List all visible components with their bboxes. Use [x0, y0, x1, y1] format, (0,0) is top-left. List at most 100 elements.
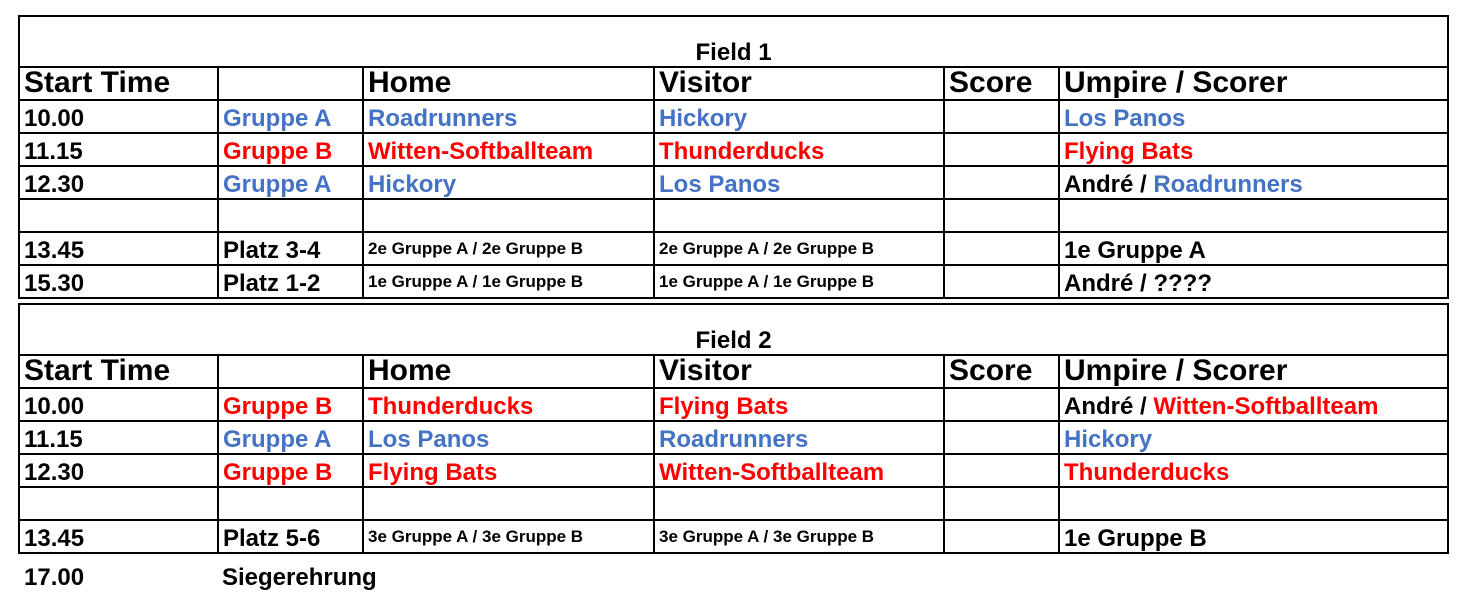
home-cell: Hickory	[362, 165, 655, 200]
visitor-cell: Witten-Softballteam	[653, 453, 945, 488]
field-title: Field 1	[17, 15, 1450, 68]
start-time: 12.30	[18, 453, 219, 488]
title-row: Field 1	[17, 15, 1450, 68]
column-header: Visitor	[653, 354, 945, 389]
umpire-part: Los Panos	[1064, 105, 1186, 132]
umpire-part: André / ????	[1064, 270, 1212, 297]
column-header	[217, 354, 364, 389]
start-time: 13.45	[18, 519, 219, 554]
score-cell	[943, 486, 1060, 521]
score-cell	[943, 453, 1060, 488]
umpire-part: André /	[1064, 171, 1154, 198]
umpire-part: 1e Gruppe B	[1064, 525, 1207, 552]
group-cell: Gruppe A	[217, 420, 364, 455]
score-cell	[943, 264, 1060, 299]
group-cell: Gruppe A	[217, 165, 364, 200]
home-cell	[362, 486, 655, 521]
home-cell	[362, 198, 655, 233]
umpire-cell: Los Panos	[1057, 99, 1450, 134]
start-time: 11.15	[18, 420, 219, 455]
score-cell	[943, 231, 1060, 266]
group-cell	[217, 198, 364, 233]
column-header: Score	[943, 354, 1060, 389]
group-cell: Gruppe B	[217, 453, 364, 488]
column-header: Start Time	[18, 66, 219, 101]
score-cell	[943, 519, 1060, 554]
start-time: 13.45	[18, 231, 219, 266]
group-cell: Platz 1-2	[217, 264, 364, 299]
home-cell: 2e Gruppe A / 2e Gruppe B	[362, 231, 655, 266]
start-time: 10.00	[18, 99, 219, 134]
visitor-cell	[653, 486, 945, 521]
visitor-cell: Flying Bats	[653, 387, 945, 422]
start-time: 15.30	[18, 264, 219, 299]
footer-time: 17.00	[24, 564, 85, 591]
column-header: Score	[943, 66, 1060, 101]
column-header: Home	[362, 66, 655, 101]
home-cell: 1e Gruppe A / 1e Gruppe B	[362, 264, 655, 299]
start-time: 10.00	[18, 387, 219, 422]
umpire-cell: Flying Bats	[1057, 132, 1450, 167]
umpire-part: 1e Gruppe A	[1064, 237, 1206, 264]
visitor-cell: Hickory	[653, 99, 945, 134]
column-header: Visitor	[653, 66, 945, 101]
score-cell	[943, 165, 1060, 200]
table-row: 10.00 Gruppe A Roadrunners Hickory Los Panos	[18, 99, 1450, 134]
umpire-cell	[1057, 198, 1450, 233]
visitor-cell: Roadrunners	[653, 420, 945, 455]
umpire-cell	[1057, 486, 1450, 521]
umpire-part: Witten-Softballteam	[1153, 393, 1379, 420]
umpire-part: Hickory	[1064, 426, 1153, 453]
group-cell	[217, 486, 364, 521]
home-cell: Thunderducks	[362, 387, 655, 422]
title-row: Field 2	[17, 303, 1450, 356]
table-row: 11.15 Gruppe A Los Panos Roadrunners Hickory	[18, 420, 1450, 455]
field-title: Field 2	[17, 303, 1450, 356]
score-cell	[943, 132, 1060, 167]
group-cell: Platz 3-4	[217, 231, 364, 266]
column-header: Home	[362, 354, 655, 389]
header-row: Start Time Home Visitor Score Umpire / Score…	[18, 66, 1450, 101]
umpire-part: Thunderducks	[1064, 459, 1230, 486]
umpire-cell: André / Roadrunners	[1057, 165, 1450, 200]
home-cell: 3e Gruppe A / 3e Gruppe B	[362, 519, 655, 554]
table-row: 12.30 Gruppe B Flying Bats Witten-Softballt…	[18, 453, 1450, 488]
group-cell: Platz 5-6	[217, 519, 364, 554]
visitor-cell: 1e Gruppe A / 1e Gruppe B	[653, 264, 945, 299]
home-cell: Flying Bats	[362, 453, 655, 488]
home-cell: Witten-Softballteam	[362, 132, 655, 167]
umpire-part: Flying Bats	[1064, 138, 1194, 165]
group-cell: Gruppe B	[217, 132, 364, 167]
field-2-table: Field 2 Start Time Home Visitor Score Umpire …	[17, 303, 1450, 554]
umpire-cell: Thunderducks	[1057, 453, 1450, 488]
umpire-cell: André / Witten-Softballteam	[1057, 387, 1450, 422]
table-row: 12.30 Gruppe A Hickory Los Panos André / Roa…	[18, 165, 1450, 200]
start-time: 11.15	[18, 132, 219, 167]
umpire-cell: 1e Gruppe A	[1057, 231, 1450, 266]
header-row: Start Time Home Visitor Score Umpire / Score…	[18, 354, 1450, 389]
start-time: 12.30	[18, 165, 219, 200]
start-time	[18, 486, 219, 521]
table-row	[18, 486, 1450, 521]
visitor-cell: Los Panos	[653, 165, 945, 200]
score-cell	[943, 387, 1060, 422]
umpire-cell: Hickory	[1057, 420, 1450, 455]
umpire-cell: André / ????	[1057, 264, 1450, 299]
field-1-table: Field 1 Start Time Home Visitor Score Umpire …	[17, 15, 1450, 299]
umpire-part: Roadrunners	[1153, 171, 1303, 198]
visitor-cell: 2e Gruppe A / 2e Gruppe B	[653, 231, 945, 266]
column-header: Umpire / Scorer	[1057, 354, 1450, 389]
table-row	[18, 198, 1450, 233]
umpire-cell: 1e Gruppe B	[1057, 519, 1450, 554]
score-cell	[943, 99, 1060, 134]
home-cell: Roadrunners	[362, 99, 655, 134]
column-header: Umpire / Scorer	[1057, 66, 1450, 101]
visitor-cell: 3e Gruppe A / 3e Gruppe B	[653, 519, 945, 554]
umpire-part: André /	[1064, 393, 1154, 420]
table-row: 11.15 Gruppe B Witten-Softballteam Thunderd…	[18, 132, 1450, 167]
column-header	[217, 66, 364, 101]
score-cell	[943, 420, 1060, 455]
group-cell: Gruppe A	[217, 99, 364, 134]
